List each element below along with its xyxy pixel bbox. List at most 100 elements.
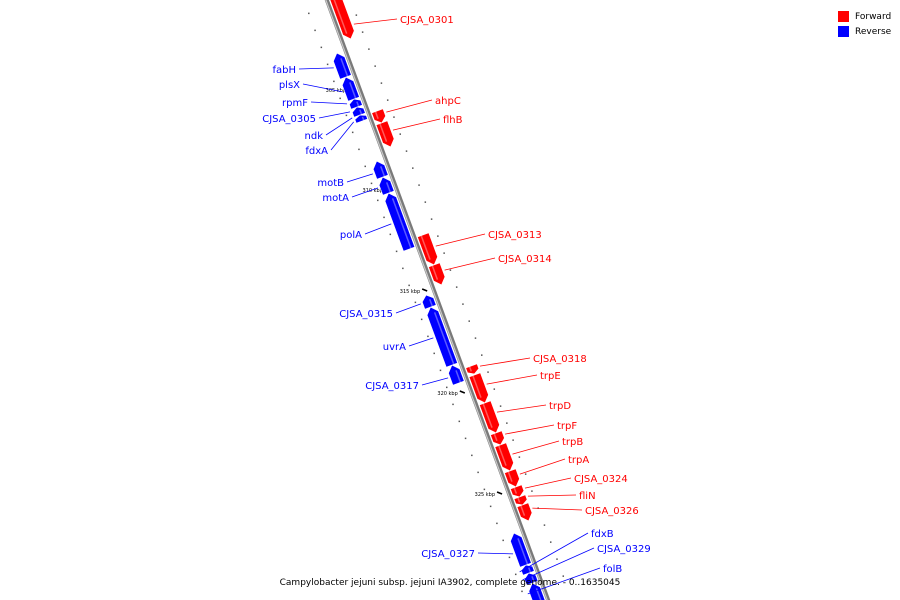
- gene-glyph-trpD: [479, 400, 500, 434]
- gene-glyph-trpB: [494, 442, 514, 472]
- minor-tick: [518, 456, 521, 458]
- minor-tick: [514, 573, 517, 576]
- minor-tick: [471, 454, 473, 457]
- minor-tick: [364, 165, 366, 168]
- scale-label: 325 kbp: [475, 492, 495, 498]
- minor-tick: [368, 48, 370, 50]
- minor-tick: [345, 114, 348, 117]
- leader-line: [524, 477, 572, 489]
- gene-label-CJSA_0329: CJSA_0329: [597, 544, 651, 555]
- minor-tick: [499, 405, 502, 407]
- gene-label-uvrA: uvrA: [383, 342, 406, 353]
- minor-tick: [508, 556, 511, 559]
- minor-tick: [477, 471, 479, 474]
- scale-tick: [459, 390, 466, 394]
- gene-label-fdxA: fdxA: [305, 146, 328, 157]
- gene-shade: [380, 166, 386, 177]
- gene-label-trpE: trpE: [540, 371, 561, 382]
- minor-tick: [361, 31, 364, 33]
- legend-label-reverse: Reverse: [855, 26, 892, 37]
- gene-shade: [517, 538, 529, 565]
- minor-tick: [393, 116, 395, 118]
- minor-tick: [462, 303, 464, 305]
- leader-line: [486, 374, 538, 385]
- gene-label-trpA: trpA: [568, 455, 589, 466]
- gene-glyph-trpF: [490, 430, 505, 446]
- minor-tick: [395, 250, 398, 253]
- leader-line: [325, 117, 353, 136]
- gene-shade: [493, 433, 498, 442]
- leader-line: [318, 111, 351, 119]
- minor-tick: [358, 148, 360, 151]
- leader-line: [505, 424, 555, 435]
- gene-shade: [429, 298, 434, 307]
- minor-tick: [320, 46, 323, 49]
- gene-label-polA: polA: [340, 230, 362, 241]
- leader-line: [408, 337, 434, 347]
- minor-tick: [481, 354, 483, 356]
- gene-glyph-flhB: [375, 120, 395, 148]
- minor-tick: [512, 439, 514, 441]
- leader-line: [330, 121, 354, 151]
- leader-line: [346, 173, 373, 183]
- gene-shade: [356, 101, 360, 107]
- scale-label: 315 kbp: [400, 289, 420, 295]
- minor-tick: [464, 437, 467, 440]
- minor-tick: [506, 422, 508, 424]
- minor-tick: [386, 99, 389, 101]
- minor-tick: [333, 80, 335, 83]
- leader-line: [532, 507, 583, 511]
- minor-tick: [420, 318, 423, 321]
- leader-line: [519, 532, 589, 573]
- gene-glyph-CJSA_0317: [448, 364, 465, 386]
- minor-tick: [489, 505, 492, 508]
- gene-label-CJSA_0327: CJSA_0327: [421, 549, 475, 560]
- minor-tick: [445, 386, 448, 389]
- minor-tick: [424, 201, 427, 203]
- minor-tick: [521, 590, 523, 593]
- gene-label-ndk: ndk: [305, 131, 324, 142]
- legend-swatch-forward: [838, 11, 849, 22]
- minor-tick: [408, 284, 410, 287]
- leader-line: [395, 303, 421, 314]
- minor-tick: [531, 490, 533, 492]
- leader-line: [512, 440, 560, 455]
- gene-shade: [379, 123, 388, 142]
- minor-tick: [402, 267, 404, 270]
- minor-tick: [468, 320, 470, 322]
- gene-label-CJSA_0305: CJSA_0305: [262, 114, 316, 125]
- legend-item-reverse: Reverse: [838, 24, 891, 39]
- leader-line: [310, 101, 348, 105]
- gene-glyph-CJSA_0318: [465, 363, 480, 375]
- gene-shade: [455, 370, 462, 383]
- minor-tick: [380, 82, 383, 84]
- minor-tick: [370, 182, 373, 185]
- minor-tick: [399, 133, 401, 135]
- minor-tick: [543, 524, 546, 526]
- legend-label-forward: Forward: [855, 11, 892, 22]
- gene-glyph-CJSA_0313: [417, 232, 438, 266]
- leader-line: [386, 99, 433, 113]
- gene-label-motB: motB: [317, 178, 344, 189]
- minor-tick: [389, 233, 392, 236]
- minor-tick: [414, 301, 417, 304]
- minor-tick: [433, 352, 435, 355]
- minor-tick: [308, 12, 310, 15]
- minor-tick: [556, 558, 558, 560]
- gene-label-CJSA_0314: CJSA_0314: [498, 254, 552, 265]
- minor-tick: [374, 65, 376, 67]
- scale-tick: [421, 288, 428, 292]
- leader-line: [435, 233, 486, 247]
- leader-line: [522, 547, 595, 581]
- scale-label: 320 kbp: [437, 391, 457, 397]
- minor-tick: [314, 29, 316, 32]
- gene-glyph-CJSA_0314: [428, 262, 446, 286]
- minor-tick: [355, 14, 358, 16]
- minor-tick: [439, 369, 442, 372]
- leader-line: [496, 404, 547, 413]
- leader-line: [298, 67, 334, 70]
- minor-tick: [326, 63, 329, 66]
- minor-tick: [496, 522, 498, 525]
- leader-line: [444, 257, 496, 271]
